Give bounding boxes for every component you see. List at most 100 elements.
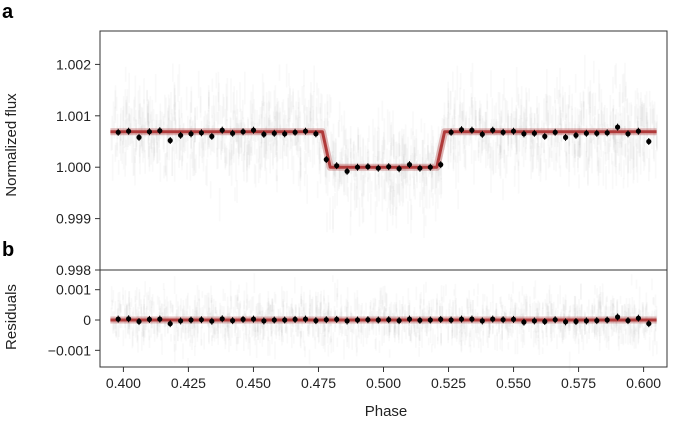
- raw-point: [580, 133, 583, 156]
- raw-point: [116, 126, 118, 151]
- raw-point: [148, 329, 150, 341]
- raw-point: [367, 149, 369, 169]
- raw-point: [611, 295, 614, 314]
- raw-point: [541, 120, 543, 148]
- raw-point: [159, 149, 161, 161]
- raw-point: [190, 91, 193, 113]
- raw-point: [437, 157, 440, 177]
- raw-point: [539, 154, 542, 182]
- raw-point: [334, 311, 336, 332]
- raw-point: [454, 300, 456, 315]
- raw-point: [175, 294, 178, 308]
- raw-point: [294, 110, 297, 146]
- raw-point: [327, 330, 330, 338]
- raw-point: [599, 301, 602, 317]
- raw-point: [482, 330, 484, 346]
- raw-point: [620, 112, 623, 139]
- raw-point: [214, 316, 216, 336]
- raw-point: [546, 303, 548, 319]
- raw-point: [432, 159, 435, 190]
- raw-point: [198, 289, 200, 301]
- raw-point: [507, 130, 509, 157]
- raw-point: [218, 136, 221, 149]
- raw-point: [330, 324, 332, 342]
- raw-point: [240, 119, 243, 148]
- raw-point: [425, 158, 428, 186]
- raw-point: [439, 303, 442, 320]
- raw-point: [156, 314, 159, 336]
- raw-point: [639, 117, 642, 140]
- raw-point: [597, 157, 600, 186]
- raw-point: [148, 146, 150, 167]
- binned-point: [365, 164, 371, 170]
- raw-point: [124, 308, 126, 328]
- raw-point: [637, 92, 640, 120]
- raw-point: [112, 311, 114, 319]
- raw-point: [350, 182, 352, 217]
- raw-point: [461, 110, 463, 134]
- raw-point: [461, 103, 463, 120]
- raw-point: [607, 127, 610, 160]
- raw-point: [530, 318, 532, 339]
- raw-point: [173, 84, 176, 121]
- raw-point: [629, 312, 632, 319]
- raw-point: [431, 162, 434, 190]
- raw-point: [536, 303, 538, 310]
- raw-point: [405, 179, 408, 199]
- raw-point: [506, 100, 509, 134]
- raw-point: [128, 297, 130, 311]
- raw-point: [614, 320, 617, 329]
- raw-point: [530, 145, 532, 180]
- raw-point: [158, 297, 160, 310]
- raw-point: [469, 328, 471, 337]
- raw-point: [135, 122, 137, 156]
- raw-point: [205, 295, 208, 315]
- raw-point: [475, 329, 477, 338]
- raw-point: [232, 92, 235, 120]
- raw-point: [495, 302, 498, 319]
- raw-point: [431, 142, 433, 160]
- raw-point: [156, 114, 159, 129]
- raw-point: [374, 298, 377, 307]
- raw-point: [295, 307, 297, 327]
- raw-point: [122, 96, 125, 121]
- raw-point: [312, 322, 314, 337]
- raw-point: [269, 304, 272, 312]
- raw-point: [139, 103, 141, 126]
- raw-point: [350, 313, 353, 333]
- raw-point: [622, 73, 625, 102]
- raw-point: [278, 319, 280, 336]
- raw-point: [211, 335, 213, 342]
- raw-point: [168, 98, 171, 129]
- raw-point: [359, 147, 362, 164]
- raw-point: [601, 102, 603, 132]
- raw-point: [126, 304, 128, 321]
- raw-point: [534, 113, 536, 125]
- raw-point: [436, 299, 438, 316]
- raw-point: [509, 323, 512, 330]
- raw-point: [423, 123, 426, 145]
- raw-point: [139, 145, 141, 175]
- raw-point: [165, 97, 167, 131]
- raw-point: [568, 85, 571, 108]
- raw-point: [398, 316, 400, 336]
- raw-point: [205, 114, 208, 135]
- raw-point: [642, 147, 644, 162]
- raw-point: [589, 91, 591, 109]
- raw-point: [331, 151, 333, 165]
- raw-point: [385, 293, 388, 307]
- raw-point: [163, 308, 166, 328]
- raw-point: [403, 162, 406, 180]
- raw-point: [248, 314, 251, 335]
- raw-point: [479, 320, 481, 342]
- raw-point: [266, 131, 268, 151]
- raw-point: [458, 307, 461, 315]
- raw-point: [226, 96, 228, 122]
- raw-point: [346, 287, 349, 309]
- raw-point: [460, 324, 462, 332]
- raw-point: [311, 296, 314, 318]
- raw-point: [578, 299, 580, 311]
- raw-point: [382, 136, 385, 173]
- raw-point: [441, 296, 443, 318]
- raw-point: [576, 305, 579, 326]
